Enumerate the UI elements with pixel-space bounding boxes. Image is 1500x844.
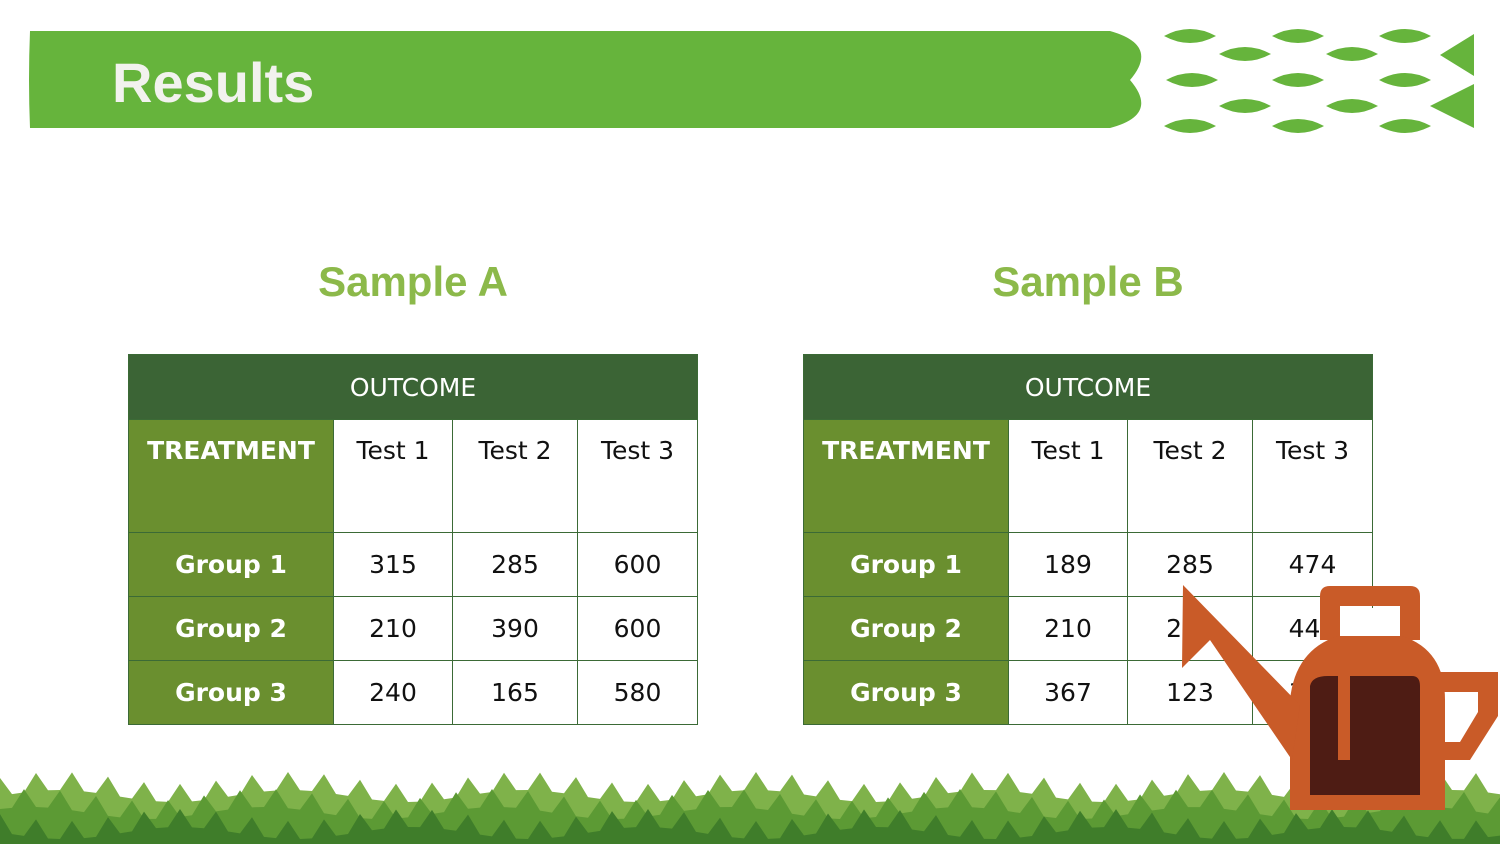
column-header: Test 1 <box>1008 419 1128 533</box>
grass-layer <box>0 809 1500 844</box>
column-row: TREATMENT Test 1 Test 2 Test 3 <box>128 419 699 533</box>
value-cell: 315 <box>333 532 453 597</box>
value-cell: 390 <box>452 596 578 661</box>
column-header: Test 2 <box>452 419 578 533</box>
header-cell: OUTCOME <box>802 354 1374 420</box>
column-header: Test 3 <box>576 419 699 533</box>
diamond <box>1379 29 1431 43</box>
value-cell: 234 <box>1127 596 1253 661</box>
column-row: TREATMENT Test 1 Test 2 Test 3 <box>803 419 1374 533</box>
slide-title: Results <box>112 51 315 114</box>
row-header: Group 1 <box>803 532 1009 597</box>
diamond <box>1326 47 1378 61</box>
value-cell: 600 <box>576 596 699 661</box>
value-cell: 210 <box>1008 596 1128 661</box>
triangle <box>1440 34 1474 76</box>
diamond <box>1219 47 1271 61</box>
data-table: OUTCOME TREATMENT Test 1 Test 2 Test 3 Group … <box>802 354 1374 725</box>
column-header: Test 1 <box>333 419 453 533</box>
column-header: TREATMENT <box>128 419 334 533</box>
value-cell: 600 <box>576 532 699 597</box>
value-cell: 123 <box>1127 660 1253 725</box>
row-header: Group 1 <box>128 532 334 597</box>
value-cell: 240 <box>333 660 453 725</box>
diamond <box>1379 119 1431 133</box>
data-row: Group 3 367 123 396 <box>803 660 1374 725</box>
value-cell: 474 <box>1251 532 1374 597</box>
column-header: TREATMENT <box>803 419 1009 533</box>
diamond <box>1272 119 1324 133</box>
data-row: Group 1 189 285 474 <box>803 532 1374 597</box>
diamond <box>1166 73 1218 87</box>
value-cell: 189 <box>1008 532 1128 597</box>
value-cell: 285 <box>452 532 578 597</box>
data-row: Group 3 240 165 580 <box>128 660 699 725</box>
column-header: Test 3 <box>1251 419 1374 533</box>
diamond <box>1379 73 1431 87</box>
data-row: Group 1 315 285 600 <box>128 532 699 597</box>
triangle <box>1430 84 1474 128</box>
diamond <box>1219 99 1271 113</box>
value-cell: 396 <box>1251 660 1374 725</box>
value-cell: 210 <box>333 596 453 661</box>
value-cell: 367 <box>1008 660 1128 725</box>
header-row: OUTCOME <box>802 354 1374 420</box>
value-cell: 285 <box>1127 532 1253 597</box>
row-header: Group 2 <box>803 596 1009 661</box>
data-row: Group 2 210 234 445 <box>803 596 1374 661</box>
row-header: Group 2 <box>128 596 334 661</box>
diamond-pattern <box>1164 29 1474 133</box>
diamond <box>1326 99 1378 113</box>
table-title: Sample B <box>992 258 1184 305</box>
header-cell: OUTCOME <box>127 354 699 420</box>
value-cell: 445 <box>1251 596 1374 661</box>
diamond <box>1164 29 1216 43</box>
diamond <box>1164 119 1216 133</box>
row-header: Group 3 <box>128 660 334 725</box>
row-header: Group 3 <box>803 660 1009 725</box>
data-row: Group 2 210 390 600 <box>128 596 699 661</box>
header-row: OUTCOME <box>127 354 699 420</box>
title-band <box>29 31 1142 128</box>
column-header: Test 2 <box>1127 419 1253 533</box>
diamond <box>1272 29 1324 43</box>
value-cell: 165 <box>452 660 578 725</box>
data-table: OUTCOME TREATMENT Test 1 Test 2 Test 3 Group … <box>127 354 699 725</box>
diamond <box>1272 73 1324 87</box>
table-title: Sample A <box>318 258 508 305</box>
value-cell: 580 <box>576 660 699 725</box>
grass <box>0 772 1500 844</box>
